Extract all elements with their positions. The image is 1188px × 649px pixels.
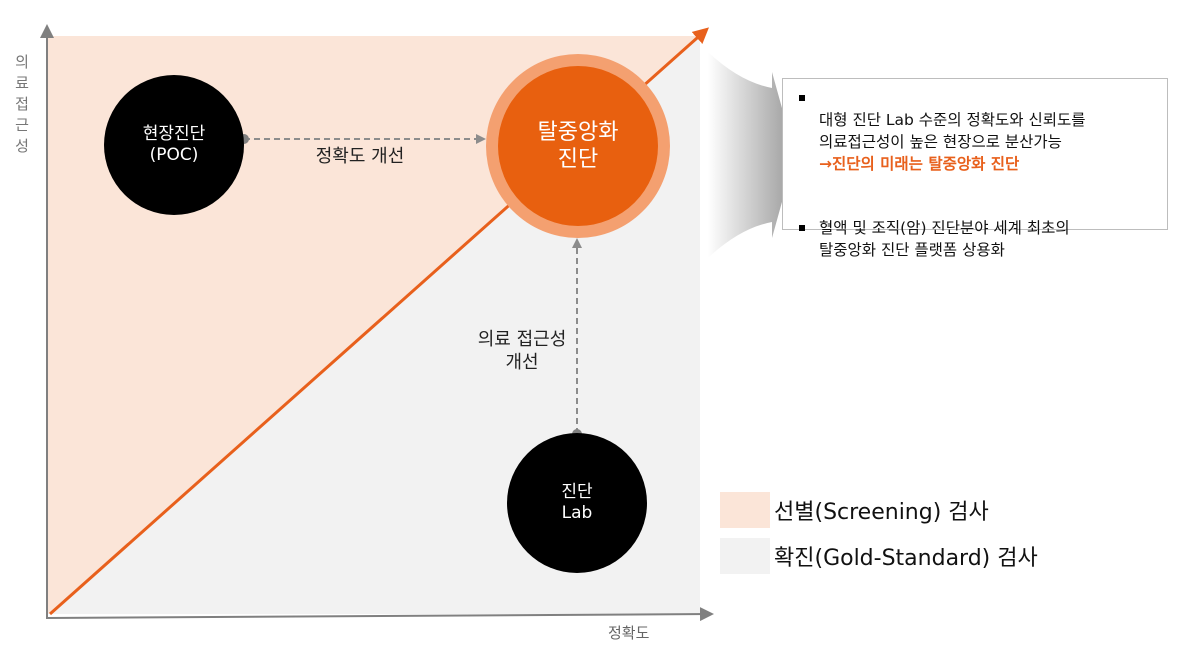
y-axis-label: 의료접근성	[15, 53, 29, 155]
legend-label-screening: 선별(Screening) 검사	[774, 500, 989, 525]
legend-item-screening: 선별(Screening) 검사	[720, 492, 989, 528]
info-box: 대형 진단 Lab 수준의 정확도와 신뢰도를 의료접근성이 높은 현장으로 분…	[782, 78, 1168, 259]
x-axis-label: 정확도	[608, 624, 650, 642]
access-improvement-label: 의료 접근성 개선	[477, 329, 567, 374]
poc-label: 현장진단 (POC)	[142, 123, 206, 165]
decentralized-label: 탈중앙화 진단	[537, 119, 619, 173]
info-bullet-2-text: 혈액 및 조직(암) 진단분야 세계 최초의 탈중앙화 진단 플랫폼 상용화	[819, 219, 1070, 259]
bullet-square-icon	[799, 95, 805, 101]
x-axis	[45, 607, 714, 622]
legend-label-gold-standard: 확진(Gold-Standard) 검사	[774, 546, 1038, 571]
poc-circle	[104, 75, 244, 215]
decentralized-circle	[498, 66, 658, 226]
info-bullet-1-text: 대형 진단 Lab 수준의 정확도와 신뢰도를 의료접근성이 높은 현장으로 분…	[819, 111, 1086, 151]
lab-circle	[507, 433, 647, 573]
big-arrow-icon	[708, 52, 795, 258]
info-bullet-2: 혈액 및 조직(암) 진단분야 세계 최초의 탈중앙화 진단 플랫폼 상용화	[795, 217, 1157, 261]
accuracy-improvement-label: 정확도 개선	[315, 146, 405, 167]
legend-swatch-screening	[720, 492, 770, 528]
lab-label: 진단 Lab	[561, 481, 593, 523]
info-bullet-1-highlight: →진단의 미래는 탈중앙화 진단	[819, 155, 1020, 173]
bullet-square-icon	[799, 225, 805, 231]
legend-swatch-gold-standard	[720, 538, 770, 574]
legend-item-gold-standard: 확진(Gold-Standard) 검사	[720, 538, 1038, 574]
info-bullet-1: 대형 진단 Lab 수준의 정확도와 신뢰도를 의료접근성이 높은 현장으로 분…	[795, 87, 1157, 197]
